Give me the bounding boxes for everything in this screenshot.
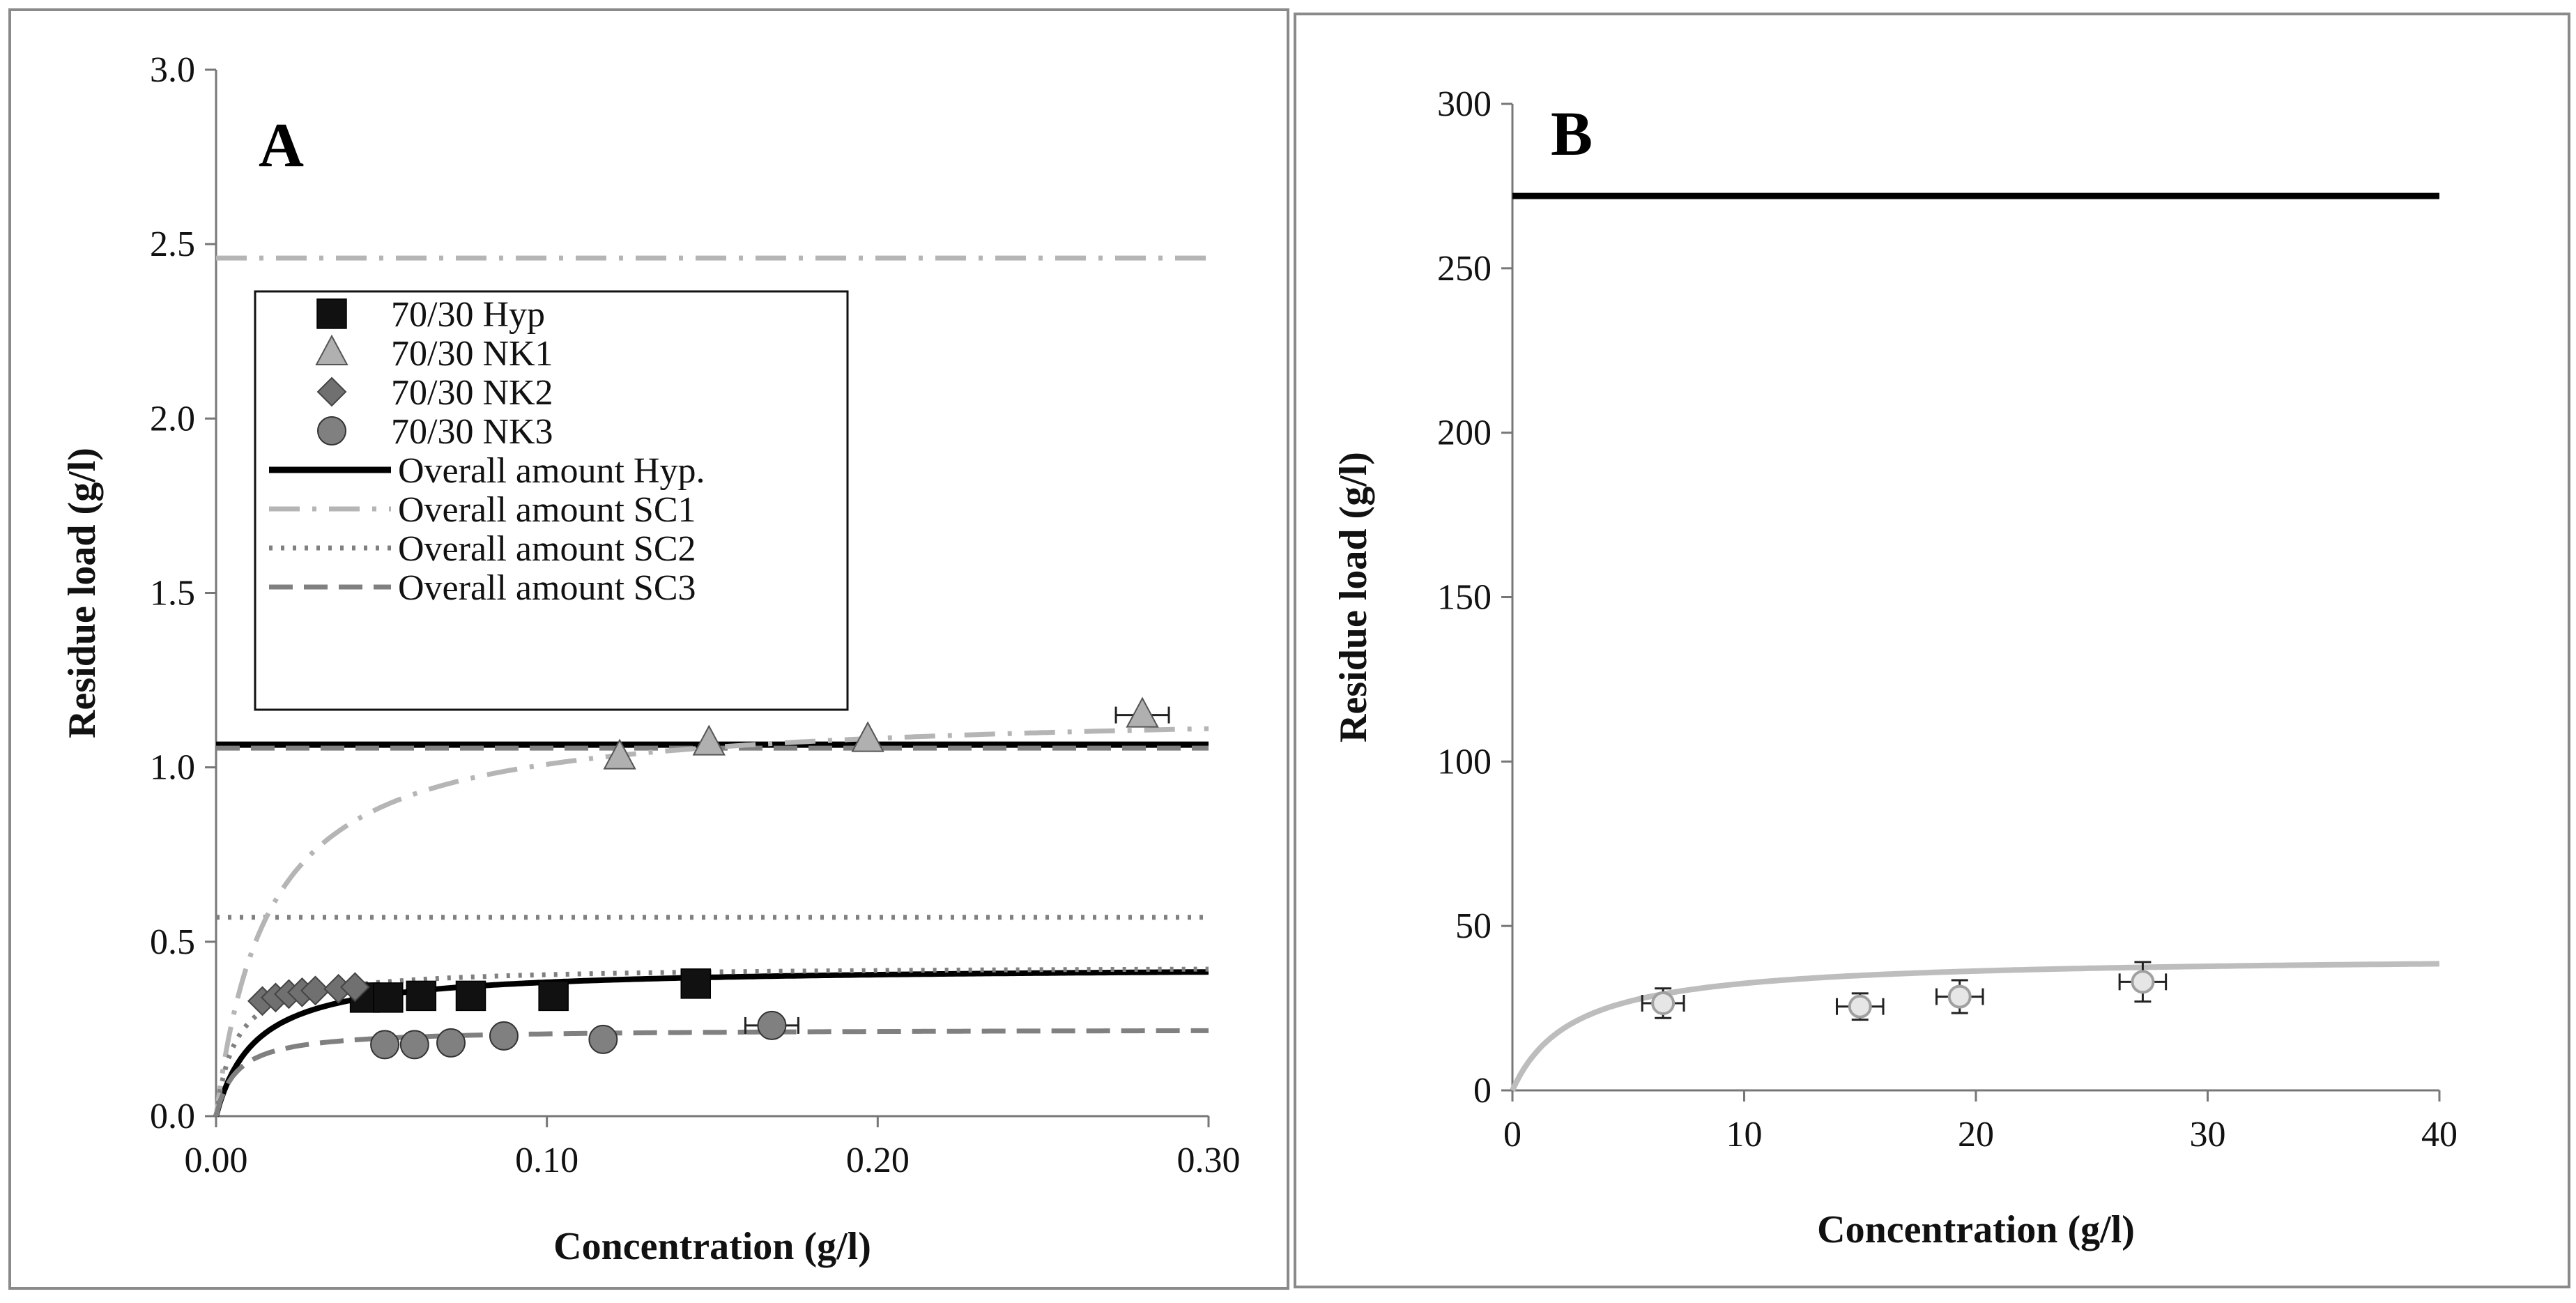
data-point (370, 1030, 400, 1060)
x-axis-label: Concentration (g/l) (1817, 1208, 2135, 1251)
x-tick-label: 0.00 (185, 1141, 248, 1180)
legend-label: 70/30 NK3 (391, 412, 553, 452)
y-tick-label: 50 (1455, 906, 1492, 946)
panel-a: 0.0 0.5 1.0 1.5 2.0 2.5 3.0 0.00 0.10 0.20 0.30 Con… (8, 8, 1289, 1290)
legend-label: Overall amount SC2 (398, 529, 696, 569)
data-point (603, 738, 636, 770)
data-point (436, 1028, 466, 1058)
data-point (1651, 991, 1676, 1016)
panel-letter: A (259, 111, 304, 180)
legend-label: 70/30 NK1 (391, 334, 553, 374)
x-tick-label: 10 (1726, 1115, 1763, 1155)
fit-curve (213, 1028, 1209, 1117)
legend-marker (316, 376, 347, 407)
y-tick-label: 3.0 (150, 50, 195, 90)
y-tick-label: 150 (1437, 578, 1492, 618)
y-tick-label: 2.0 (150, 399, 195, 439)
legend-label: Overall amount SC3 (398, 568, 696, 608)
chart-a: 0.0 0.5 1.0 1.5 2.0 2.5 3.0 0.00 0.10 0.20 0.30 Con… (61, 50, 1241, 1268)
y-tick-label: 100 (1437, 742, 1492, 782)
x-tick-label: 0.30 (1177, 1141, 1241, 1180)
panel-letter: B (1551, 100, 1593, 169)
data-point (851, 721, 884, 752)
legend-label: 70/30 NK2 (391, 373, 553, 413)
x-axis-label: Concentration (g/l) (553, 1225, 871, 1268)
legend-marker (317, 416, 346, 445)
x-tick-label: 0.20 (846, 1141, 910, 1180)
y-tick-label: 1.5 (150, 574, 195, 614)
y-axis-label: Residue load (g/l) (61, 448, 104, 738)
data-point (455, 980, 486, 1012)
y-tick-label: 200 (1437, 413, 1492, 453)
y-axis-label: Residue load (g/l) (1332, 452, 1375, 742)
data-point (588, 1024, 618, 1054)
legend-label: Overall amount SC1 (398, 490, 696, 530)
legend-marker (315, 334, 348, 365)
data-point (2131, 970, 2155, 994)
panel-b: 0 50 100 150 200 250 300 0 10 20 30 40 Concentration… (1294, 13, 2570, 1288)
y-tick-label: 0 (1473, 1071, 1492, 1111)
data-point (300, 975, 330, 1006)
data-point (757, 1010, 787, 1040)
y-tick-label: 250 (1437, 249, 1492, 289)
x-tick-label: 0 (1503, 1115, 1521, 1155)
legend-marker (316, 298, 347, 329)
y-tick-label: 300 (1437, 84, 1492, 124)
data-point (399, 1030, 429, 1060)
y-tick-label: 1.0 (150, 748, 195, 788)
data-point (489, 1021, 519, 1051)
x-tick-label: 30 (2190, 1115, 2226, 1155)
data-point (680, 968, 712, 999)
y-tick-label: 2.5 (150, 224, 195, 264)
x-tick-label: 20 (1958, 1115, 1994, 1155)
chart-b: 0 50 100 150 200 250 300 0 10 20 30 40 Concentration… (1332, 84, 2458, 1251)
y-tick-label: 0.0 (150, 1097, 195, 1136)
legend-label: Overall amount Hyp. (398, 451, 705, 491)
legend-box (254, 290, 849, 711)
data-point (1848, 994, 1872, 1019)
y-tick-label: 0.5 (150, 922, 195, 962)
data-point (1947, 984, 1972, 1009)
data-point (373, 982, 404, 1013)
data-point (692, 724, 726, 756)
legend-label: 70/30 Hyp (391, 295, 545, 335)
data-point (538, 980, 569, 1012)
fit-curve (1510, 961, 2440, 1092)
fit-curve (213, 726, 1209, 1117)
x-tick-label: 40 (2421, 1115, 2458, 1155)
data-point (406, 980, 437, 1012)
x-tick-label: 0.10 (515, 1141, 578, 1180)
data-point (1126, 696, 1159, 728)
data-point (339, 972, 370, 1003)
